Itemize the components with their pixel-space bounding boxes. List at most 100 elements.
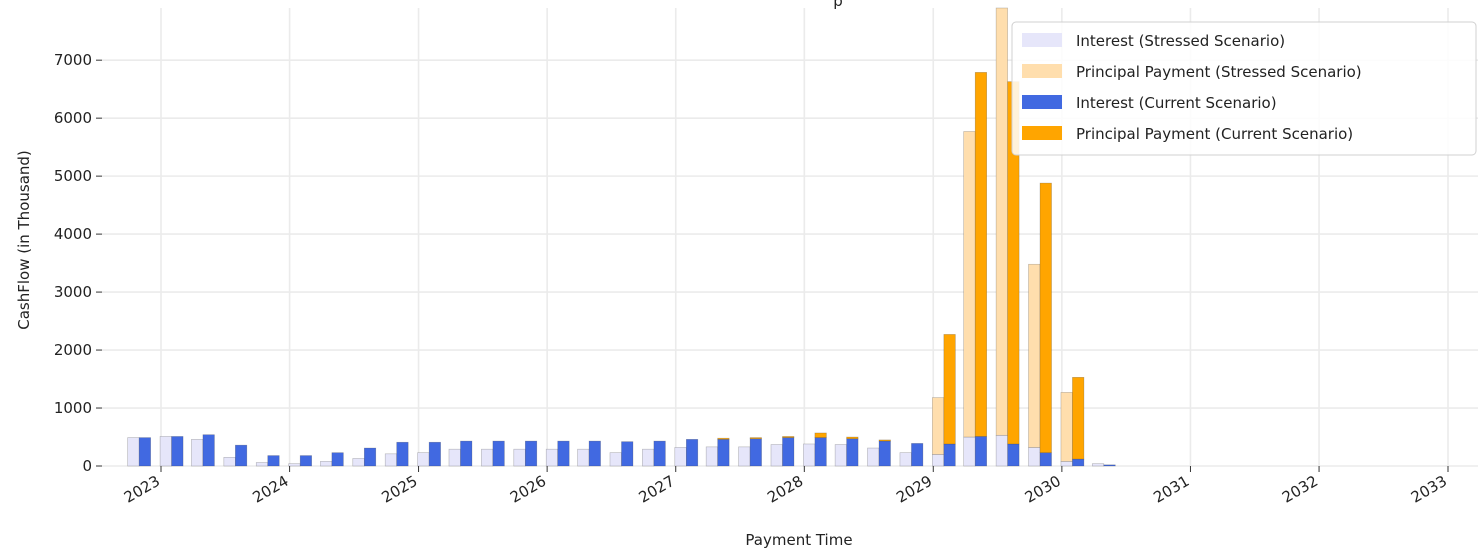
bar-principal-current [1039, 182, 1052, 453]
y-axis-label: CashFlow (in Thousand) [15, 150, 33, 330]
bar-interest-current [621, 441, 634, 467]
bar-interest-stressed [834, 444, 847, 467]
x-tick-label: 2028 [764, 472, 806, 507]
x-tick-label: 2026 [507, 472, 549, 507]
x-axis-label: Payment Time [745, 531, 852, 549]
bar-interest-current [138, 437, 151, 467]
y-tick-label: 1000 [54, 399, 92, 417]
bar-interest-current [1007, 443, 1020, 467]
legend-swatch [1022, 126, 1062, 140]
bar-interest-stressed [899, 452, 912, 467]
bar-interest-stressed [1028, 447, 1041, 467]
y-tick-label: 0 [82, 457, 92, 475]
bar-interest-stressed [609, 452, 622, 467]
bar-interest-current [428, 441, 441, 467]
bar-principal-current [943, 334, 956, 445]
bar-interest-stressed [932, 454, 945, 467]
grid-lines [102, 8, 1478, 467]
bar-interest-stressed [1060, 461, 1073, 467]
x-tick-label: 2030 [1022, 472, 1064, 507]
legend-swatch [1022, 95, 1062, 109]
y-tick-label: 2000 [54, 341, 92, 359]
bar-interest-current [943, 443, 956, 467]
bar-interest-stressed [995, 434, 1008, 467]
bar-interest-stressed [223, 457, 236, 467]
x-tick-label: 2027 [636, 472, 678, 507]
x-tick-label: 2032 [1279, 472, 1321, 507]
bar-interest-stressed [255, 462, 269, 467]
bar-interest-current [911, 443, 924, 467]
bar-interest-stressed [705, 446, 718, 467]
bar-interest-stressed [481, 448, 494, 467]
bar-interest-current [299, 455, 312, 467]
bar-interest-stressed [288, 463, 301, 467]
bar-principal-stressed [1028, 263, 1041, 448]
bar-principal-current [814, 432, 827, 438]
bar-interest-current [557, 440, 570, 467]
bar-interest-stressed [191, 439, 204, 467]
bar-interest-stressed [867, 447, 880, 467]
x-tick-label: 2025 [378, 472, 420, 507]
bar-interest-stressed [352, 458, 365, 467]
x-tick-label: 2033 [1408, 472, 1450, 507]
bar-interest-stressed [159, 436, 172, 467]
bar-principal-stressed [963, 131, 976, 438]
x-tick-label: 2023 [121, 472, 163, 507]
legend-box [1011, 21, 1477, 156]
bar-interest-current [1039, 452, 1052, 467]
x-tick-labels: 2023 2024 2025 2026 2027 2028 2029 2030 2031 2032… [121, 466, 1450, 507]
x-tick-label: 2029 [893, 472, 935, 507]
bar-interest-current [685, 439, 699, 467]
bar-interest-current [396, 441, 409, 467]
bar-principal-current [749, 437, 762, 440]
bar-interest-stressed [803, 443, 816, 467]
bar-interest-current [331, 452, 344, 467]
bar-interest-stressed [448, 448, 461, 467]
bar-interest-stressed [770, 444, 783, 467]
bar-principal-current [846, 436, 859, 440]
y-tick-label: 7000 [54, 51, 92, 69]
legend-label: Principal Payment (Current Scenario) [1076, 125, 1353, 143]
bar-interest-current [171, 436, 184, 467]
bar-interest-current [974, 436, 987, 467]
bar-interest-current [524, 440, 538, 467]
y-tick-label: 3000 [54, 283, 92, 301]
chart-title: p [833, 0, 843, 10]
y-tick-label: 6000 [54, 109, 92, 127]
legend-swatch [1022, 64, 1062, 78]
bar-principal-current [974, 72, 987, 437]
bar-interest-current [1072, 458, 1085, 467]
bar-interest-stressed [417, 452, 430, 467]
bar-interest-stressed [513, 448, 526, 467]
bar-interest-stressed [738, 446, 751, 467]
bar-interest-current [492, 440, 505, 467]
legend-label: Principal Payment (Stressed Scenario) [1076, 63, 1362, 81]
y-tick-label: 5000 [54, 167, 92, 185]
bar-interest-current [846, 438, 859, 467]
bar-principal-stressed [1060, 392, 1073, 462]
bar-principal-current [717, 437, 730, 440]
bar-principal-current [782, 436, 795, 438]
bar-interest-current [814, 437, 827, 467]
bar-interest-stressed [963, 436, 976, 467]
bars [127, 7, 1116, 467]
bar-interest-stressed [384, 453, 397, 467]
bar-interest-current [460, 440, 473, 467]
bar-interest-current [235, 444, 248, 467]
y-tick-label: 4000 [54, 225, 92, 243]
bar-interest-stressed [545, 448, 559, 467]
bar-interest-current [202, 434, 215, 467]
bar-interest-current [588, 440, 601, 467]
bar-interest-current [782, 437, 795, 467]
bar-interest-current [267, 455, 280, 467]
bar-principal-stressed [995, 7, 1008, 436]
bar-interest-current [363, 447, 377, 467]
bar-interest-stressed [127, 437, 140, 467]
bar-principal-stressed [932, 397, 945, 455]
bar-interest-current [749, 438, 762, 467]
bar-principal-current [878, 439, 891, 442]
y-tick-labels: 0 1000 2000 3000 4000 5000 6000 7000 [54, 51, 102, 475]
x-tick-label: 2031 [1150, 472, 1192, 507]
bar-interest-stressed [1091, 463, 1105, 467]
